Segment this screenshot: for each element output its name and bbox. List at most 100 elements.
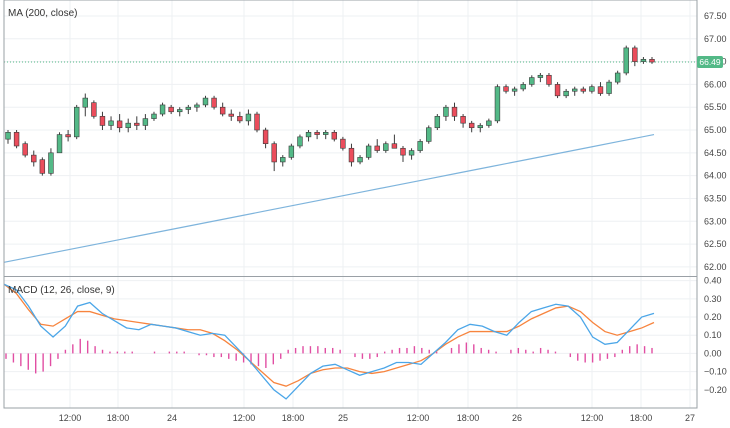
candle-body: [597, 86, 604, 94]
candle-body: [365, 145, 372, 158]
price-tick-label: 65.50: [704, 102, 727, 112]
time-tick-label: 12:00: [59, 413, 82, 423]
candle-body: [331, 131, 337, 140]
price-tick-label: 64.50: [704, 148, 727, 158]
candle-body: [400, 147, 406, 156]
candle-body: [580, 88, 587, 92]
candle-body: [640, 59, 647, 62]
candle-body: [614, 72, 621, 83]
price-tick-label: 62.00: [704, 262, 727, 272]
macd-axis: 0.40 0.30 0.20 0.10 0.00 −0.10 −0.20: [704, 276, 727, 395]
time-tick-label: 12:00: [233, 413, 256, 423]
candle-body: [13, 131, 20, 147]
candle-body: [177, 109, 183, 113]
candle-body: [48, 152, 54, 174]
candle-body: [468, 122, 475, 129]
time-tick-label: 25: [338, 413, 348, 423]
candle-body: [108, 120, 114, 126]
candle-body: [297, 136, 303, 147]
macd-line: [3, 283, 655, 400]
candle-body: [56, 134, 63, 154]
macd-tick-label: 0.30: [704, 294, 722, 304]
macd-histogram-layer: [5, 338, 653, 374]
macd-tick-label: 0.10: [704, 330, 722, 340]
candle-body: [537, 74, 544, 78]
candle-body: [39, 159, 46, 174]
ma200-line: [3, 133, 655, 263]
candle-body: [649, 59, 655, 63]
candle-body: [219, 106, 226, 115]
macd-tick-label: −0.10: [704, 367, 727, 377]
plot-border: [3, 0, 698, 409]
candle-body: [554, 84, 561, 97]
candle-body: [262, 129, 269, 145]
candlestick-layer: [5, 45, 655, 176]
last-price-badge: 66.49: [697, 56, 723, 69]
candle-body: [477, 125, 483, 129]
candle-body: [142, 118, 149, 126]
candle-body: [357, 157, 363, 163]
candle-body: [211, 97, 217, 108]
candle-body: [271, 143, 277, 163]
candle-body: [82, 97, 88, 108]
candle-body: [228, 113, 234, 117]
main-pane-grid: [4, 0, 697, 408]
last-price-value: 66.49: [699, 57, 721, 67]
candle-body: [589, 86, 595, 92]
candle-body: [323, 131, 329, 135]
candle-body: [426, 127, 432, 142]
price-tick-label: 63.50: [704, 193, 727, 203]
candle-body: [151, 113, 157, 119]
candle-body: [606, 81, 612, 94]
macd-tick-label: 0.40: [704, 276, 722, 286]
candle-body: [451, 106, 458, 117]
candle-body: [563, 90, 569, 97]
candle-body: [91, 102, 97, 117]
candle-body: [159, 104, 166, 115]
candle-body: [280, 157, 286, 163]
macd-tick-label: 0.20: [704, 312, 722, 322]
candle-body: [340, 138, 346, 149]
time-tick-label: 18:00: [107, 413, 130, 423]
time-tick-label: 27: [685, 413, 695, 423]
price-tick-label: 64.00: [704, 171, 727, 181]
price-tick-label: 67.00: [704, 34, 727, 44]
candle-body: [494, 86, 501, 122]
candle-body: [65, 134, 71, 138]
candle-body: [305, 131, 312, 138]
candle-body: [22, 143, 28, 156]
macd-signal-line: [3, 283, 655, 387]
candle-body: [511, 88, 518, 92]
candle-body: [99, 116, 106, 126]
candle-body: [31, 154, 37, 163]
macd-tick-label: 0.00: [704, 348, 722, 358]
candle-body: [5, 131, 11, 140]
candle-body: [194, 104, 200, 108]
macd-indicator-label[interactable]: MACD (12, 26, close, 9): [8, 285, 115, 296]
candle-body: [237, 116, 243, 122]
candle-body: [168, 106, 174, 113]
candle-body: [408, 150, 415, 156]
candle-body: [572, 88, 578, 92]
time-tick-label: 26: [512, 413, 522, 423]
ma-indicator-label[interactable]: MA (200, close): [8, 8, 77, 19]
time-tick-label: 18:00: [630, 413, 653, 423]
price-tick-label: 63.00: [704, 216, 727, 226]
time-tick-label: 12:00: [407, 413, 430, 423]
candle-body: [443, 106, 449, 117]
price-tick-label: 67.50: [704, 11, 727, 21]
candle-body: [391, 143, 398, 149]
ma200-layer: [3, 61, 697, 263]
price-tick-label: 66.00: [704, 79, 727, 89]
candle-body: [202, 97, 209, 106]
candle-body: [245, 113, 252, 122]
candle-body: [314, 131, 320, 135]
candle-body: [134, 122, 140, 126]
time-tick-label: 12:00: [581, 413, 604, 423]
last-price-badge-bg: [697, 56, 723, 69]
candle-body: [348, 147, 355, 163]
price-tick-label: 65.00: [704, 125, 727, 135]
candle-body: [632, 47, 638, 62]
